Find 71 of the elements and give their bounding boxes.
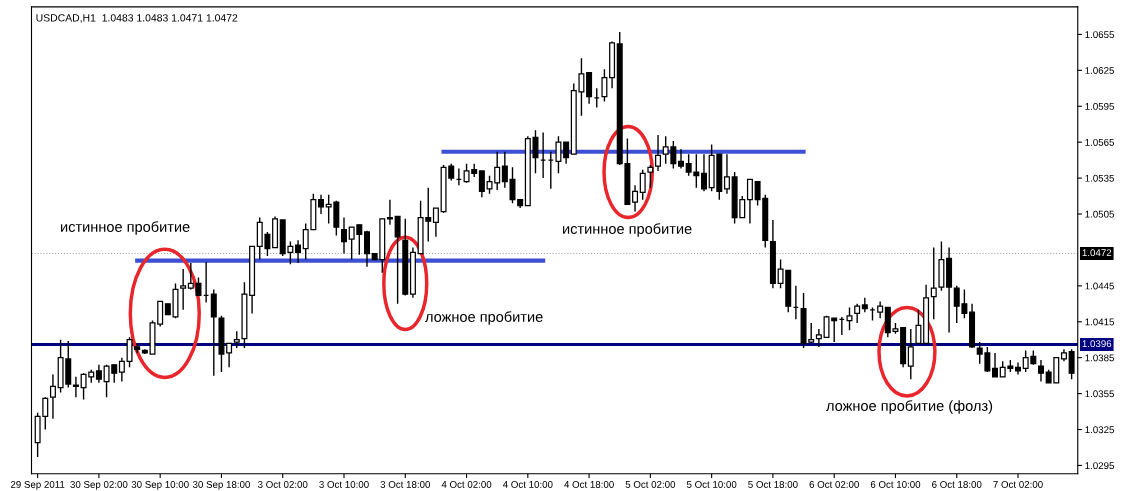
x-tick-label: 5 Oct 02:00 bbox=[625, 481, 676, 488]
candlestick bbox=[563, 141, 570, 165]
candlestick bbox=[601, 68, 608, 103]
y-tick-label: 1.0445 bbox=[1085, 282, 1115, 290]
candlestick bbox=[49, 373, 56, 420]
candlestick bbox=[861, 297, 868, 313]
candlestick bbox=[915, 309, 922, 345]
candlestick bbox=[386, 198, 393, 226]
candlestick bbox=[746, 178, 753, 225]
annotation: ложное пробитие bbox=[425, 311, 543, 325]
y-tick-label: 1.0655 bbox=[1085, 31, 1115, 39]
x-tick-label: 3 Oct 18:00 bbox=[380, 481, 431, 488]
candlestick bbox=[992, 352, 999, 378]
text: USDCAD,H1 1.0483 1.0483 1.0471 1.0472 bbox=[36, 14, 238, 23]
candlestick bbox=[700, 153, 707, 192]
annotation: истинное пробитие bbox=[563, 223, 692, 237]
x-tick-label: 4 Oct 10:00 bbox=[502, 481, 553, 488]
candlestick bbox=[432, 207, 439, 238]
y-tick-label: 1.0505 bbox=[1085, 210, 1115, 218]
y-tick-label: 1.0535 bbox=[1085, 174, 1115, 182]
candlestick bbox=[815, 328, 822, 348]
x-tick-label: 5 Oct 10:00 bbox=[686, 481, 737, 488]
candlestick bbox=[586, 72, 593, 105]
candlestick bbox=[632, 184, 639, 213]
x-tick-label: 7 Oct 02:00 bbox=[993, 481, 1043, 488]
x-tick-label: 3 Oct 10:00 bbox=[319, 481, 369, 488]
candlestick bbox=[118, 356, 125, 383]
y-tick-label: 1.0625 bbox=[1085, 67, 1115, 74]
y-tick-label: 1.0325 bbox=[1085, 426, 1115, 434]
x-tick-label: 30 Sep 10:00 bbox=[131, 481, 189, 490]
candlestick bbox=[226, 342, 233, 368]
candlestick bbox=[1037, 359, 1044, 383]
candlestick bbox=[907, 328, 914, 380]
x-tick-label: 3 Oct 02:00 bbox=[257, 481, 308, 488]
candlestick bbox=[678, 148, 685, 170]
candlestick bbox=[180, 268, 187, 311]
candlestick bbox=[930, 246, 937, 321]
ref-line-label: 1.0396 bbox=[1082, 340, 1112, 348]
x-tick-label: 4 Oct 18:00 bbox=[564, 481, 614, 488]
x-tick-label: 29 Sep 2011 bbox=[10, 481, 65, 490]
y-tick-label: 1.0415 bbox=[1085, 318, 1115, 326]
candlestick bbox=[363, 230, 370, 268]
candlestick bbox=[394, 215, 401, 305]
candlestick bbox=[723, 153, 730, 195]
y-tick-label: 1.0295 bbox=[1085, 462, 1115, 470]
candlestick bbox=[1068, 348, 1075, 380]
candlestick bbox=[639, 169, 646, 201]
candlestick bbox=[318, 194, 325, 215]
x-tick-label: 6 Oct 18:00 bbox=[932, 481, 982, 488]
candlestick bbox=[846, 306, 853, 331]
candlestick bbox=[340, 216, 347, 255]
y-tick-label: 1.0355 bbox=[1085, 390, 1115, 398]
annotation: ложное пробитие (фолз) bbox=[826, 400, 993, 414]
annotation: истинное пробитие bbox=[61, 221, 190, 235]
y-tick-label: 1.0385 bbox=[1085, 354, 1115, 362]
y-tick-label: 1.0595 bbox=[1085, 102, 1115, 110]
ref-line-label: 1.0472 bbox=[1082, 249, 1112, 257]
candlestick bbox=[655, 134, 662, 172]
candlestick bbox=[295, 239, 302, 264]
x-tick-label: 6 Oct 02:00 bbox=[809, 481, 859, 488]
candlestick bbox=[854, 303, 861, 324]
x-tick-label: 30 Sep 02:00 bbox=[70, 481, 128, 490]
candlestick bbox=[555, 135, 562, 174]
y-tick-label: 1.0565 bbox=[1085, 138, 1115, 146]
x-tick-label: 5 Oct 18:00 bbox=[748, 481, 798, 488]
x-tick-label: 6 Oct 10:00 bbox=[870, 481, 921, 488]
x-tick-label: 30 Sep 18:00 bbox=[192, 481, 250, 490]
candlestick bbox=[72, 376, 79, 398]
candlestick bbox=[647, 164, 654, 189]
x-tick-label: 4 Oct 02:00 bbox=[441, 481, 492, 488]
candlestick bbox=[210, 288, 217, 377]
